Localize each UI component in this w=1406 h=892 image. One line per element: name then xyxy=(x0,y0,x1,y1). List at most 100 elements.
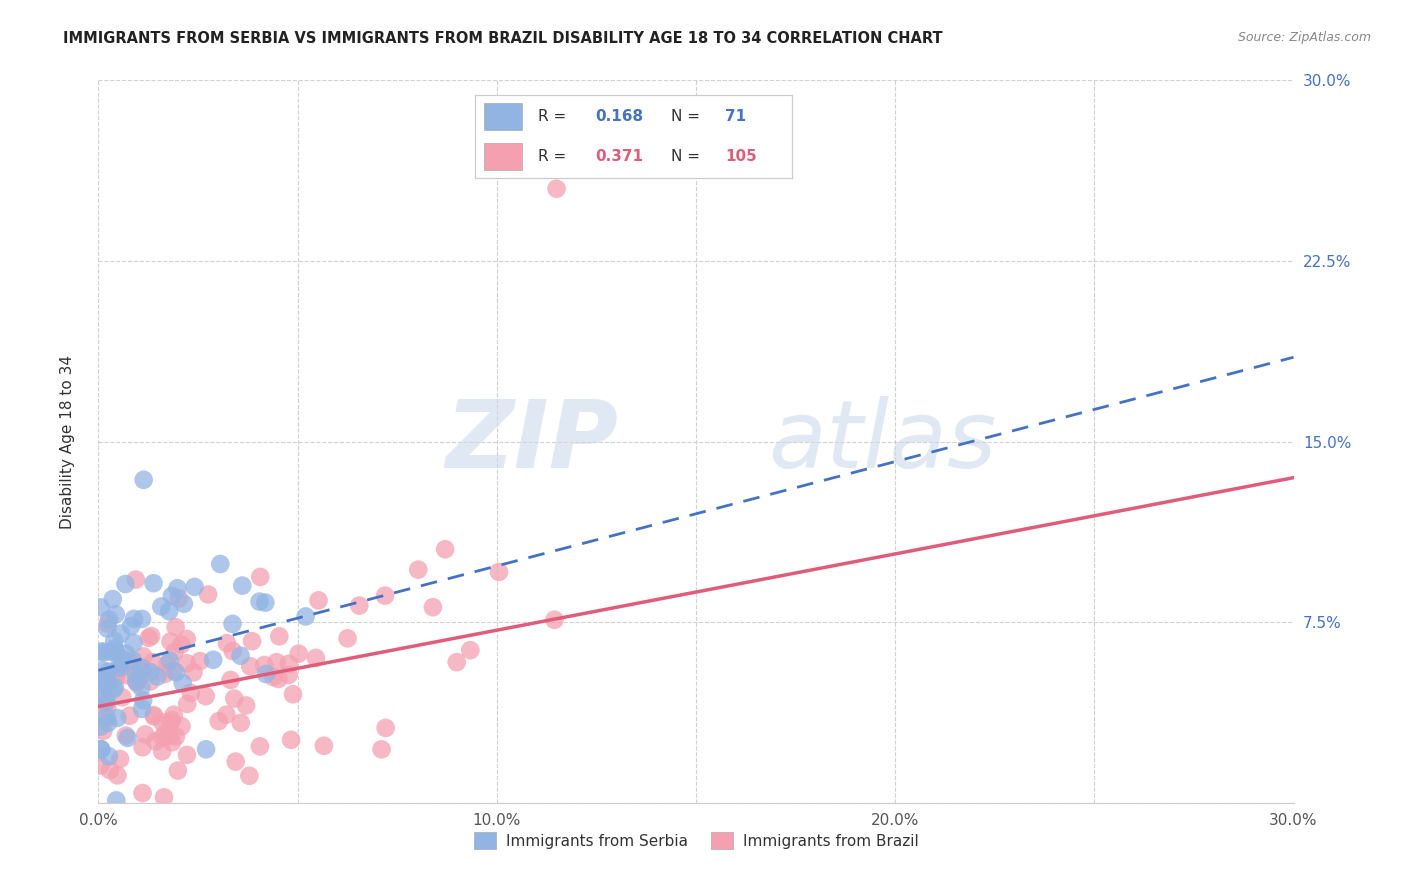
Point xyxy=(134,727,156,741)
Point xyxy=(89,758,111,772)
Point xyxy=(115,668,138,682)
Point xyxy=(165,665,187,680)
Point xyxy=(160,713,183,727)
Point xyxy=(176,697,198,711)
Point xyxy=(118,708,141,723)
Point xyxy=(101,592,124,607)
Point xyxy=(231,579,253,593)
Point xyxy=(131,681,153,695)
Text: Source: ZipAtlas.com: Source: ZipAtlas.com xyxy=(1237,31,1371,45)
Point xyxy=(125,573,148,587)
Point xyxy=(188,654,211,668)
Point xyxy=(159,634,181,648)
Point xyxy=(96,672,118,686)
Legend: Immigrants from Serbia, Immigrants from Brazil: Immigrants from Serbia, Immigrants from … xyxy=(465,824,927,856)
Text: atlas: atlas xyxy=(768,396,995,487)
Point xyxy=(89,676,111,690)
Point xyxy=(202,653,225,667)
Point xyxy=(370,742,392,756)
Point xyxy=(111,690,134,705)
Point xyxy=(141,629,163,643)
Point xyxy=(434,542,457,557)
Point xyxy=(117,731,139,745)
Point xyxy=(120,619,142,633)
Point xyxy=(132,649,155,664)
Point xyxy=(90,673,112,688)
Point xyxy=(167,764,190,778)
Point xyxy=(488,565,510,579)
Point xyxy=(98,645,121,659)
Point xyxy=(374,721,396,735)
Point xyxy=(128,671,150,685)
Point xyxy=(422,600,444,615)
Point xyxy=(152,715,174,730)
Point xyxy=(546,181,568,195)
Point xyxy=(111,652,134,666)
Point xyxy=(94,710,117,724)
Point xyxy=(165,620,187,634)
Point xyxy=(108,657,131,672)
Point xyxy=(93,678,115,692)
Point xyxy=(104,645,127,659)
Point xyxy=(139,665,162,680)
Point xyxy=(122,612,145,626)
Point xyxy=(98,763,121,777)
Point xyxy=(458,643,481,657)
Point xyxy=(105,711,128,725)
Point xyxy=(229,715,252,730)
Point xyxy=(170,719,193,733)
Point xyxy=(269,629,291,643)
Point xyxy=(249,739,271,754)
Point xyxy=(262,670,284,684)
Point xyxy=(170,638,193,652)
Point xyxy=(122,653,145,667)
Point xyxy=(104,666,127,681)
Point xyxy=(224,691,246,706)
Point xyxy=(194,689,217,703)
Point xyxy=(105,793,128,807)
Point xyxy=(139,674,162,689)
Point xyxy=(138,631,160,645)
Point xyxy=(105,671,128,685)
Point xyxy=(176,632,198,646)
Point xyxy=(159,715,181,730)
Point xyxy=(97,665,120,679)
Point xyxy=(125,667,148,681)
Point xyxy=(142,576,165,591)
Point xyxy=(110,626,132,640)
Point xyxy=(104,641,127,656)
Point xyxy=(129,660,152,674)
Point xyxy=(131,612,153,626)
Point xyxy=(239,659,262,673)
Point xyxy=(115,647,138,661)
Point xyxy=(249,594,271,608)
Point xyxy=(89,600,111,615)
Point xyxy=(150,599,173,614)
Point xyxy=(294,609,316,624)
Text: ZIP: ZIP xyxy=(446,395,619,488)
Point xyxy=(97,715,120,730)
Point xyxy=(107,768,129,782)
Point xyxy=(312,739,335,753)
Point xyxy=(183,665,205,680)
Point xyxy=(142,655,165,669)
Point xyxy=(160,735,183,749)
Point xyxy=(114,729,136,743)
Point xyxy=(266,655,288,669)
Point xyxy=(104,607,127,622)
Point xyxy=(96,622,118,636)
Point xyxy=(225,755,247,769)
Point xyxy=(90,690,112,705)
Point xyxy=(97,676,120,690)
Point xyxy=(142,708,165,723)
Point xyxy=(132,693,155,707)
Point xyxy=(143,709,166,723)
Point xyxy=(172,676,194,690)
Point xyxy=(167,591,190,606)
Point xyxy=(215,636,238,650)
Point xyxy=(240,634,263,648)
Point xyxy=(91,663,114,677)
Point xyxy=(90,742,112,756)
Point xyxy=(153,790,176,805)
Point xyxy=(110,661,132,675)
